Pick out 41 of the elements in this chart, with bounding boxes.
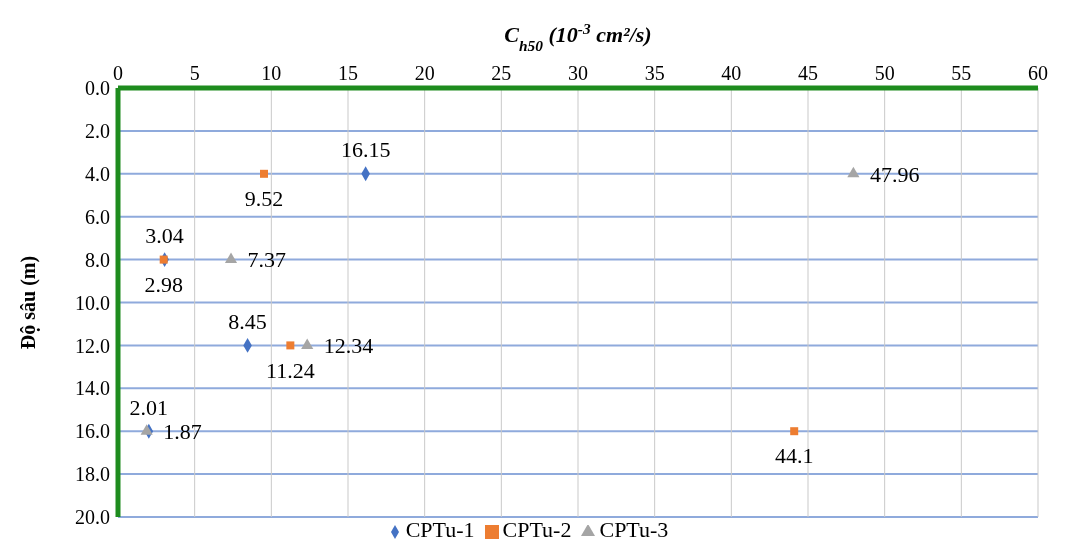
data-label: 2.01	[129, 394, 169, 420]
y-tick-label: 12.0	[75, 334, 110, 357]
legend-label: CPTu-1	[405, 517, 475, 542]
x-tick-label: 30	[568, 62, 588, 84]
y-tick-label: 6.0	[85, 205, 110, 228]
data-label: 7.37	[247, 247, 287, 273]
data-label: 2.98	[144, 271, 183, 297]
x-tick-label: 0	[113, 62, 123, 84]
x-tick-label: 45	[798, 62, 818, 84]
x-tick-label: 20	[414, 62, 435, 84]
x-tick-label: 10	[261, 62, 282, 84]
data-label: 16.15	[340, 137, 391, 163]
data-label: 3.04	[145, 223, 184, 249]
data-label: 1.87	[163, 419, 202, 445]
y-tick-label: 14.0	[75, 377, 110, 400]
data-label: 9.52	[244, 185, 284, 211]
y-axis-title: Độ sâu (m)	[17, 255, 41, 350]
x-tick-label: 35	[644, 62, 665, 84]
y-tick-label: 16.0	[75, 420, 110, 443]
x-tick-label: 55	[951, 62, 972, 84]
data-label: 44.1	[774, 443, 814, 469]
x-tick-label: 5	[189, 62, 200, 84]
x-axis-title: C$_{h50}$ (10$^{-3}$ cm²/s)	[504, 19, 652, 54]
y-tick-label: 0.0	[85, 77, 110, 100]
y-tick-label: 20.0	[75, 506, 110, 529]
y-tick-label: 4.0	[85, 162, 110, 185]
legend-label: CPTu-3	[599, 517, 669, 542]
data-label: 47.96	[869, 161, 920, 187]
y-tick-label: 8.0	[85, 248, 110, 271]
x-tick-label: 60	[1028, 62, 1048, 84]
data-label: 8.45	[228, 308, 267, 334]
y-tick-label: 10.0	[75, 291, 110, 314]
y-tick-label: 18.0	[75, 463, 110, 486]
x-tick-label: 15	[338, 62, 358, 84]
x-tick-label: 50	[874, 62, 895, 84]
data-label: 11.24	[266, 357, 315, 383]
x-tick-label: 40	[721, 62, 742, 84]
legend-label: CPTu-2	[502, 517, 572, 542]
data-label: 12.34	[323, 333, 374, 359]
x-tick-label: 25	[491, 62, 512, 84]
y-tick-label: 2.0	[85, 120, 110, 142]
